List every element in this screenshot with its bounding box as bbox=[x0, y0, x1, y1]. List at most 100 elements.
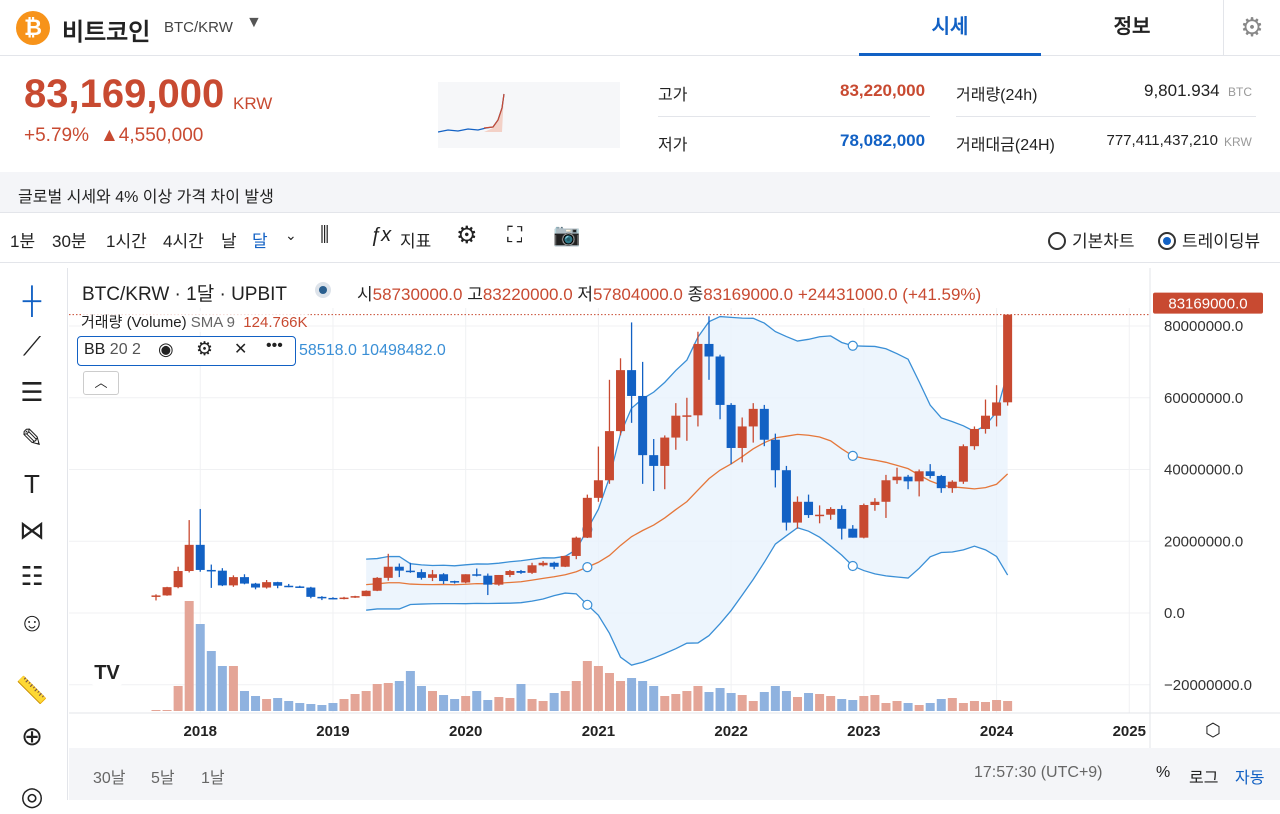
interval-day[interactable]: 날 bbox=[221, 232, 237, 251]
collapse-legend-chevron-up-icon[interactable]: ︿ bbox=[83, 371, 119, 395]
chart-symbol-title: BTC/KRW · 1달 · UPBIT bbox=[82, 284, 288, 305]
x-axis-tick-label: 2019 bbox=[316, 723, 349, 740]
low-label: 저가 bbox=[658, 137, 688, 154]
volume-bar bbox=[361, 691, 371, 711]
fib-lines-icon[interactable]: ☰ bbox=[20, 377, 44, 407]
indicator-settings-gear-icon[interactable]: ⚙ bbox=[196, 339, 214, 360]
candle-body bbox=[892, 476, 902, 481]
magnet-icon[interactable]: ◎ bbox=[20, 781, 44, 811]
trend-line-icon[interactable]: ⟋ bbox=[22, 331, 42, 361]
indicator-fx-icon[interactable]: ƒx bbox=[370, 224, 392, 246]
chart-settings-gear-icon[interactable]: ⚙ bbox=[456, 222, 478, 249]
candle-body bbox=[881, 480, 891, 502]
candle-body bbox=[317, 596, 327, 599]
candle-body bbox=[383, 566, 393, 578]
volume-bar bbox=[560, 691, 570, 711]
ohlc-legend: 시58730000.0 고83220000.0 저57804000.0 종831… bbox=[357, 285, 982, 304]
candle-body bbox=[958, 446, 968, 482]
x-axis-tick-label: 2022 bbox=[714, 723, 747, 740]
x-axis-tick-label: 2023 bbox=[847, 723, 880, 740]
ruler-icon[interactable]: 📏 bbox=[15, 675, 49, 705]
candle-body bbox=[494, 574, 504, 585]
candle-body bbox=[239, 577, 249, 584]
bb-marker bbox=[847, 560, 858, 572]
pair-dropdown-chevron-icon[interactable]: ▼ bbox=[246, 14, 262, 31]
tradingview-chart-radio[interactable]: 트레이딩뷰 bbox=[1158, 227, 1260, 252]
crosshair-icon[interactable]: ┼ bbox=[22, 285, 42, 315]
settings-gear-icon[interactable]: ⚙ bbox=[1223, 0, 1280, 56]
volume-bar bbox=[516, 684, 526, 711]
emoji-icon[interactable]: ☺ bbox=[18, 607, 46, 637]
volume-bar bbox=[527, 699, 537, 711]
forecast-icon[interactable]: ☷ bbox=[20, 561, 44, 591]
candle-body bbox=[361, 590, 371, 597]
volume-bar bbox=[903, 703, 913, 711]
zoom-in-icon[interactable]: ⊕ bbox=[21, 721, 43, 751]
text-tool-icon[interactable]: T bbox=[24, 469, 40, 499]
volume-bar bbox=[1003, 701, 1013, 711]
volume-bar bbox=[627, 678, 637, 711]
volume-bar bbox=[837, 699, 847, 711]
candle-body bbox=[217, 570, 227, 586]
basic-chart-radio[interactable]: 기본차트 bbox=[1048, 227, 1135, 252]
bollinger-band-fill bbox=[366, 316, 1008, 666]
range-5d[interactable]: 5날 bbox=[151, 770, 175, 787]
bb-marker bbox=[582, 562, 593, 573]
candle-body bbox=[981, 415, 990, 429]
volume-bar bbox=[804, 693, 814, 711]
interval-30m[interactable]: 30분 bbox=[52, 232, 87, 251]
candle-body bbox=[737, 426, 747, 448]
candle-body bbox=[527, 565, 537, 573]
volume-bar bbox=[405, 671, 415, 711]
visibility-eye-icon[interactable]: ◉ bbox=[158, 339, 174, 359]
amount-label: 거래대금(24H) bbox=[956, 137, 1055, 154]
candle-body bbox=[969, 428, 979, 447]
volume-bar bbox=[494, 697, 504, 711]
volume-bar bbox=[593, 666, 603, 711]
candle-body bbox=[616, 370, 626, 432]
tradingview-logo-icon[interactable]: TV bbox=[87, 656, 127, 690]
y-axis-tick-label: 0.0 bbox=[1164, 605, 1185, 622]
interval-1h[interactable]: 1시간 bbox=[106, 232, 147, 251]
range-1d[interactable]: 1날 bbox=[201, 770, 225, 787]
bollinger-upper-line bbox=[366, 315, 1009, 567]
candle-body bbox=[671, 415, 681, 438]
candle-body bbox=[870, 501, 880, 506]
screenshot-camera-icon[interactable]: 📷 bbox=[553, 222, 581, 247]
volume-bar bbox=[660, 696, 670, 711]
bb-indicator-legend[interactable]: BB 20 2 ◉ ⚙ ✕ ••• bbox=[77, 336, 296, 366]
candle-type-icon[interactable]: ⫼ bbox=[320, 224, 330, 246]
interval-4h[interactable]: 4시간 bbox=[163, 232, 204, 251]
volume-bar bbox=[339, 699, 349, 711]
candle-body bbox=[947, 481, 957, 489]
candle-body bbox=[682, 415, 692, 417]
header: ₿ 비트코인 BTC/KRW ▼ 시세 정보 ⚙ bbox=[0, 0, 1280, 56]
log-scale-toggle[interactable]: 로그 bbox=[1189, 770, 1219, 787]
auto-scale-toggle[interactable]: 자동 bbox=[1235, 770, 1265, 787]
interval-dropdown-chevron-icon[interactable]: ⌄ bbox=[285, 227, 297, 243]
tab-info[interactable]: 정보 bbox=[1113, 16, 1151, 38]
interval-month[interactable]: 달 bbox=[252, 232, 268, 251]
radio-icon bbox=[1048, 232, 1066, 250]
range-30d[interactable]: 30날 bbox=[93, 770, 126, 787]
last-price-badge bbox=[1153, 292, 1263, 314]
price-chart[interactable]: 80000000.0 60000000.0 40000000.0 20000000.0… bbox=[69, 268, 1280, 748]
volume-bar bbox=[881, 703, 891, 711]
percent-scale-toggle[interactable]: % bbox=[1156, 764, 1171, 781]
interval-1m[interactable]: 1분 bbox=[10, 232, 36, 251]
candle-body bbox=[428, 574, 437, 578]
volume-bar bbox=[472, 691, 482, 711]
indicators-button[interactable]: 지표 bbox=[400, 232, 432, 251]
clock-timezone[interactable]: 17:57:30 (UTC+9) bbox=[974, 764, 1103, 781]
brush-icon[interactable]: ✎ bbox=[21, 423, 43, 453]
y-axis-tick-label: 80000000.0 bbox=[1164, 318, 1243, 335]
axis-settings-icon[interactable]: ⬡ bbox=[1205, 720, 1221, 740]
remove-indicator-close-icon[interactable]: ✕ bbox=[234, 341, 248, 358]
tab-price[interactable]: 시세 bbox=[859, 0, 1041, 56]
more-options-icon[interactable]: ••• bbox=[266, 337, 283, 354]
fullscreen-icon[interactable]: ⛶ bbox=[507, 222, 523, 247]
volume-bar bbox=[162, 710, 172, 711]
pattern-icon[interactable]: ⋈ bbox=[19, 515, 45, 545]
candle-body bbox=[461, 574, 471, 583]
chart-canvas[interactable]: 80000000.0 60000000.0 40000000.0 20000000.0… bbox=[69, 268, 1280, 748]
